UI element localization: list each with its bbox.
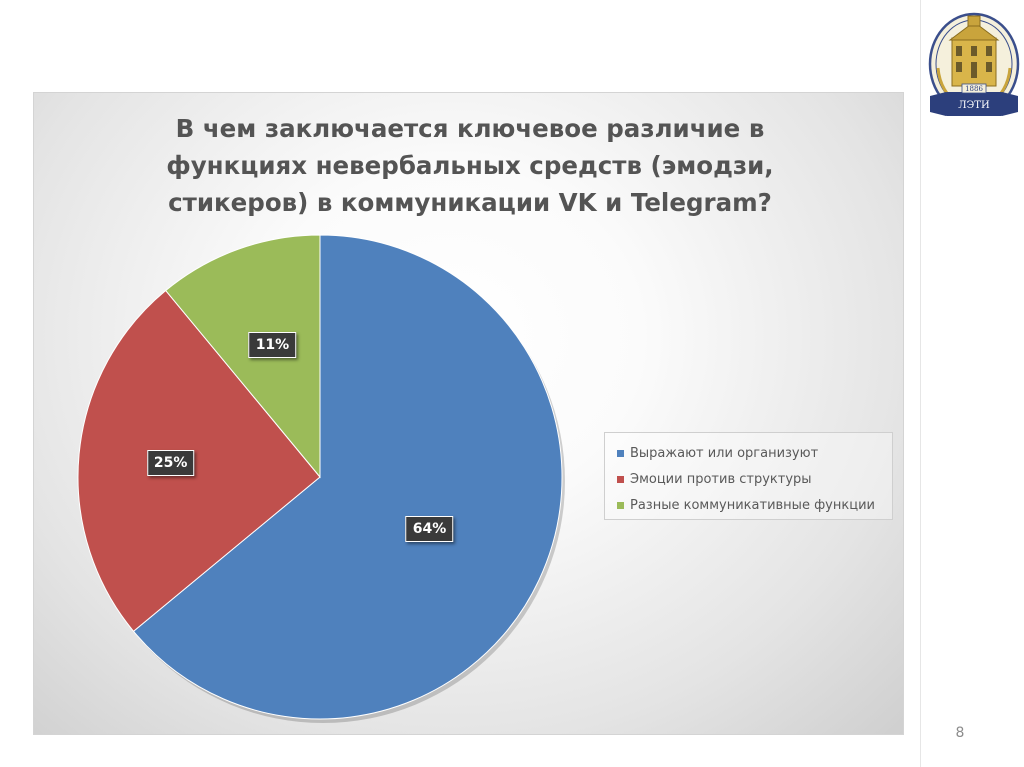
legend-swatch <box>617 449 624 457</box>
page-number: 8 <box>955 725 965 741</box>
logo-name: ЛЭТИ <box>958 100 990 111</box>
legend-swatch <box>617 475 624 483</box>
legend-item-different-functions: Разные коммуникативные функции <box>617 492 892 518</box>
data-label-different-functions: 11% <box>248 331 297 358</box>
pie-slice-emotions-vs-structure <box>77 289 321 632</box>
slide-divider <box>920 0 921 767</box>
chart-legend: Выражают или организуют Эмоции против ст… <box>604 432 893 520</box>
legend-item-express-or-organize: Выражают или организуют <box>617 440 892 466</box>
logo-year: 1886 <box>965 85 983 93</box>
legend-swatch <box>617 501 624 509</box>
legend-label: Эмоции против структуры <box>630 471 812 487</box>
pie-slice-express-or-organize <box>132 234 563 720</box>
legend-item-emotions-vs-structure: Эмоции против структуры <box>617 466 892 492</box>
data-label-express-or-organize: 64% <box>405 515 454 542</box>
chart-title: В чем заключается ключевое различие в фу… <box>166 114 774 217</box>
pie-slice-different-functions <box>165 234 321 479</box>
legend-label: Разные коммуникативные функции <box>630 497 875 513</box>
data-label-emotions-vs-structure: 25% <box>146 449 195 476</box>
legend-label: Выражают или организуют <box>630 445 819 461</box>
leti-university-logo: 1886 ЛЭТИ <box>928 12 1020 116</box>
